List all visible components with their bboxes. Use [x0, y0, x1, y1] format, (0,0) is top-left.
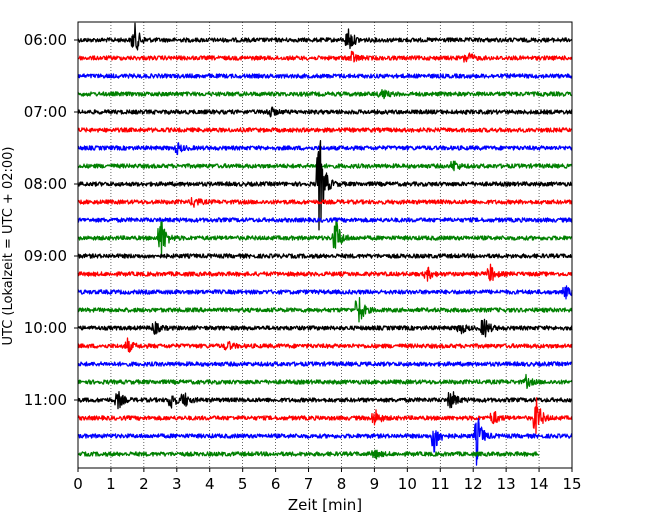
trace-0830: [77, 217, 573, 223]
trace-1145: [77, 449, 540, 460]
trace-0600: [77, 22, 573, 51]
x-tick-label: 1: [106, 475, 116, 493]
trace-0715: [77, 127, 573, 133]
x-tick-label: 13: [497, 475, 516, 493]
x-tick-label: 8: [337, 475, 347, 493]
x-tick-label: 5: [238, 475, 248, 493]
trace-1000: [77, 318, 573, 338]
y-tick-label: 09:00: [24, 247, 67, 265]
trace-1100: [77, 390, 573, 410]
y-axis: 06:00 07:00 08:00 09:00 10:00 11:00: [24, 31, 78, 409]
y-tick-label: 08:00: [24, 175, 67, 193]
trace-0630: [77, 73, 573, 79]
x-tick-label: 15: [562, 475, 581, 493]
x-axis-label: Zeit [min]: [288, 496, 362, 514]
x-tick-label: 12: [464, 475, 483, 493]
x-tick-label: 3: [172, 475, 182, 493]
traces-layer: [77, 22, 573, 466]
x-tick-label: 0: [73, 475, 83, 493]
trace-1130: [77, 418, 573, 466]
trace-1045: [77, 373, 573, 390]
trace-0915: [77, 263, 573, 282]
trace-1115: [77, 397, 573, 434]
x-axis: 0 1 2 3 4 5 6 7 8 9 10 11 12 13 14 15: [73, 468, 582, 493]
trace-0800: [77, 139, 573, 231]
trace-0900: [77, 253, 573, 259]
trace-0745: [77, 160, 573, 172]
x-tick-label: 11: [431, 475, 450, 493]
y-axis-label: UTC (Lokalzeit = UTC + 02:00): [1, 147, 16, 346]
trace-0845: [77, 221, 573, 258]
y-tick-label: 07:00: [24, 103, 67, 121]
trace-0945: [77, 297, 573, 323]
x-tick-label: 10: [398, 475, 417, 493]
trace-0645: [77, 89, 573, 100]
y-tick-label: 10:00: [24, 319, 67, 337]
trace-0730: [77, 142, 573, 156]
trace-0700: [77, 106, 573, 118]
grid-layer: [110, 22, 540, 468]
x-tick-label: 14: [530, 475, 549, 493]
x-tick-label: 7: [304, 475, 314, 493]
trace-1015: [77, 337, 573, 353]
y-tick-label: 11:00: [24, 391, 67, 409]
y-tick-label: 06:00: [24, 31, 67, 49]
trace-0930: [77, 285, 573, 300]
x-tick-label: 9: [370, 475, 380, 493]
trace-0615: [77, 50, 573, 63]
trace-1030: [77, 361, 573, 367]
x-tick-label: 6: [271, 475, 281, 493]
plot-frame: [77, 21, 573, 469]
x-tick-label: 4: [205, 475, 215, 493]
trace-0815: [77, 196, 573, 208]
x-tick-label: 2: [139, 475, 149, 493]
